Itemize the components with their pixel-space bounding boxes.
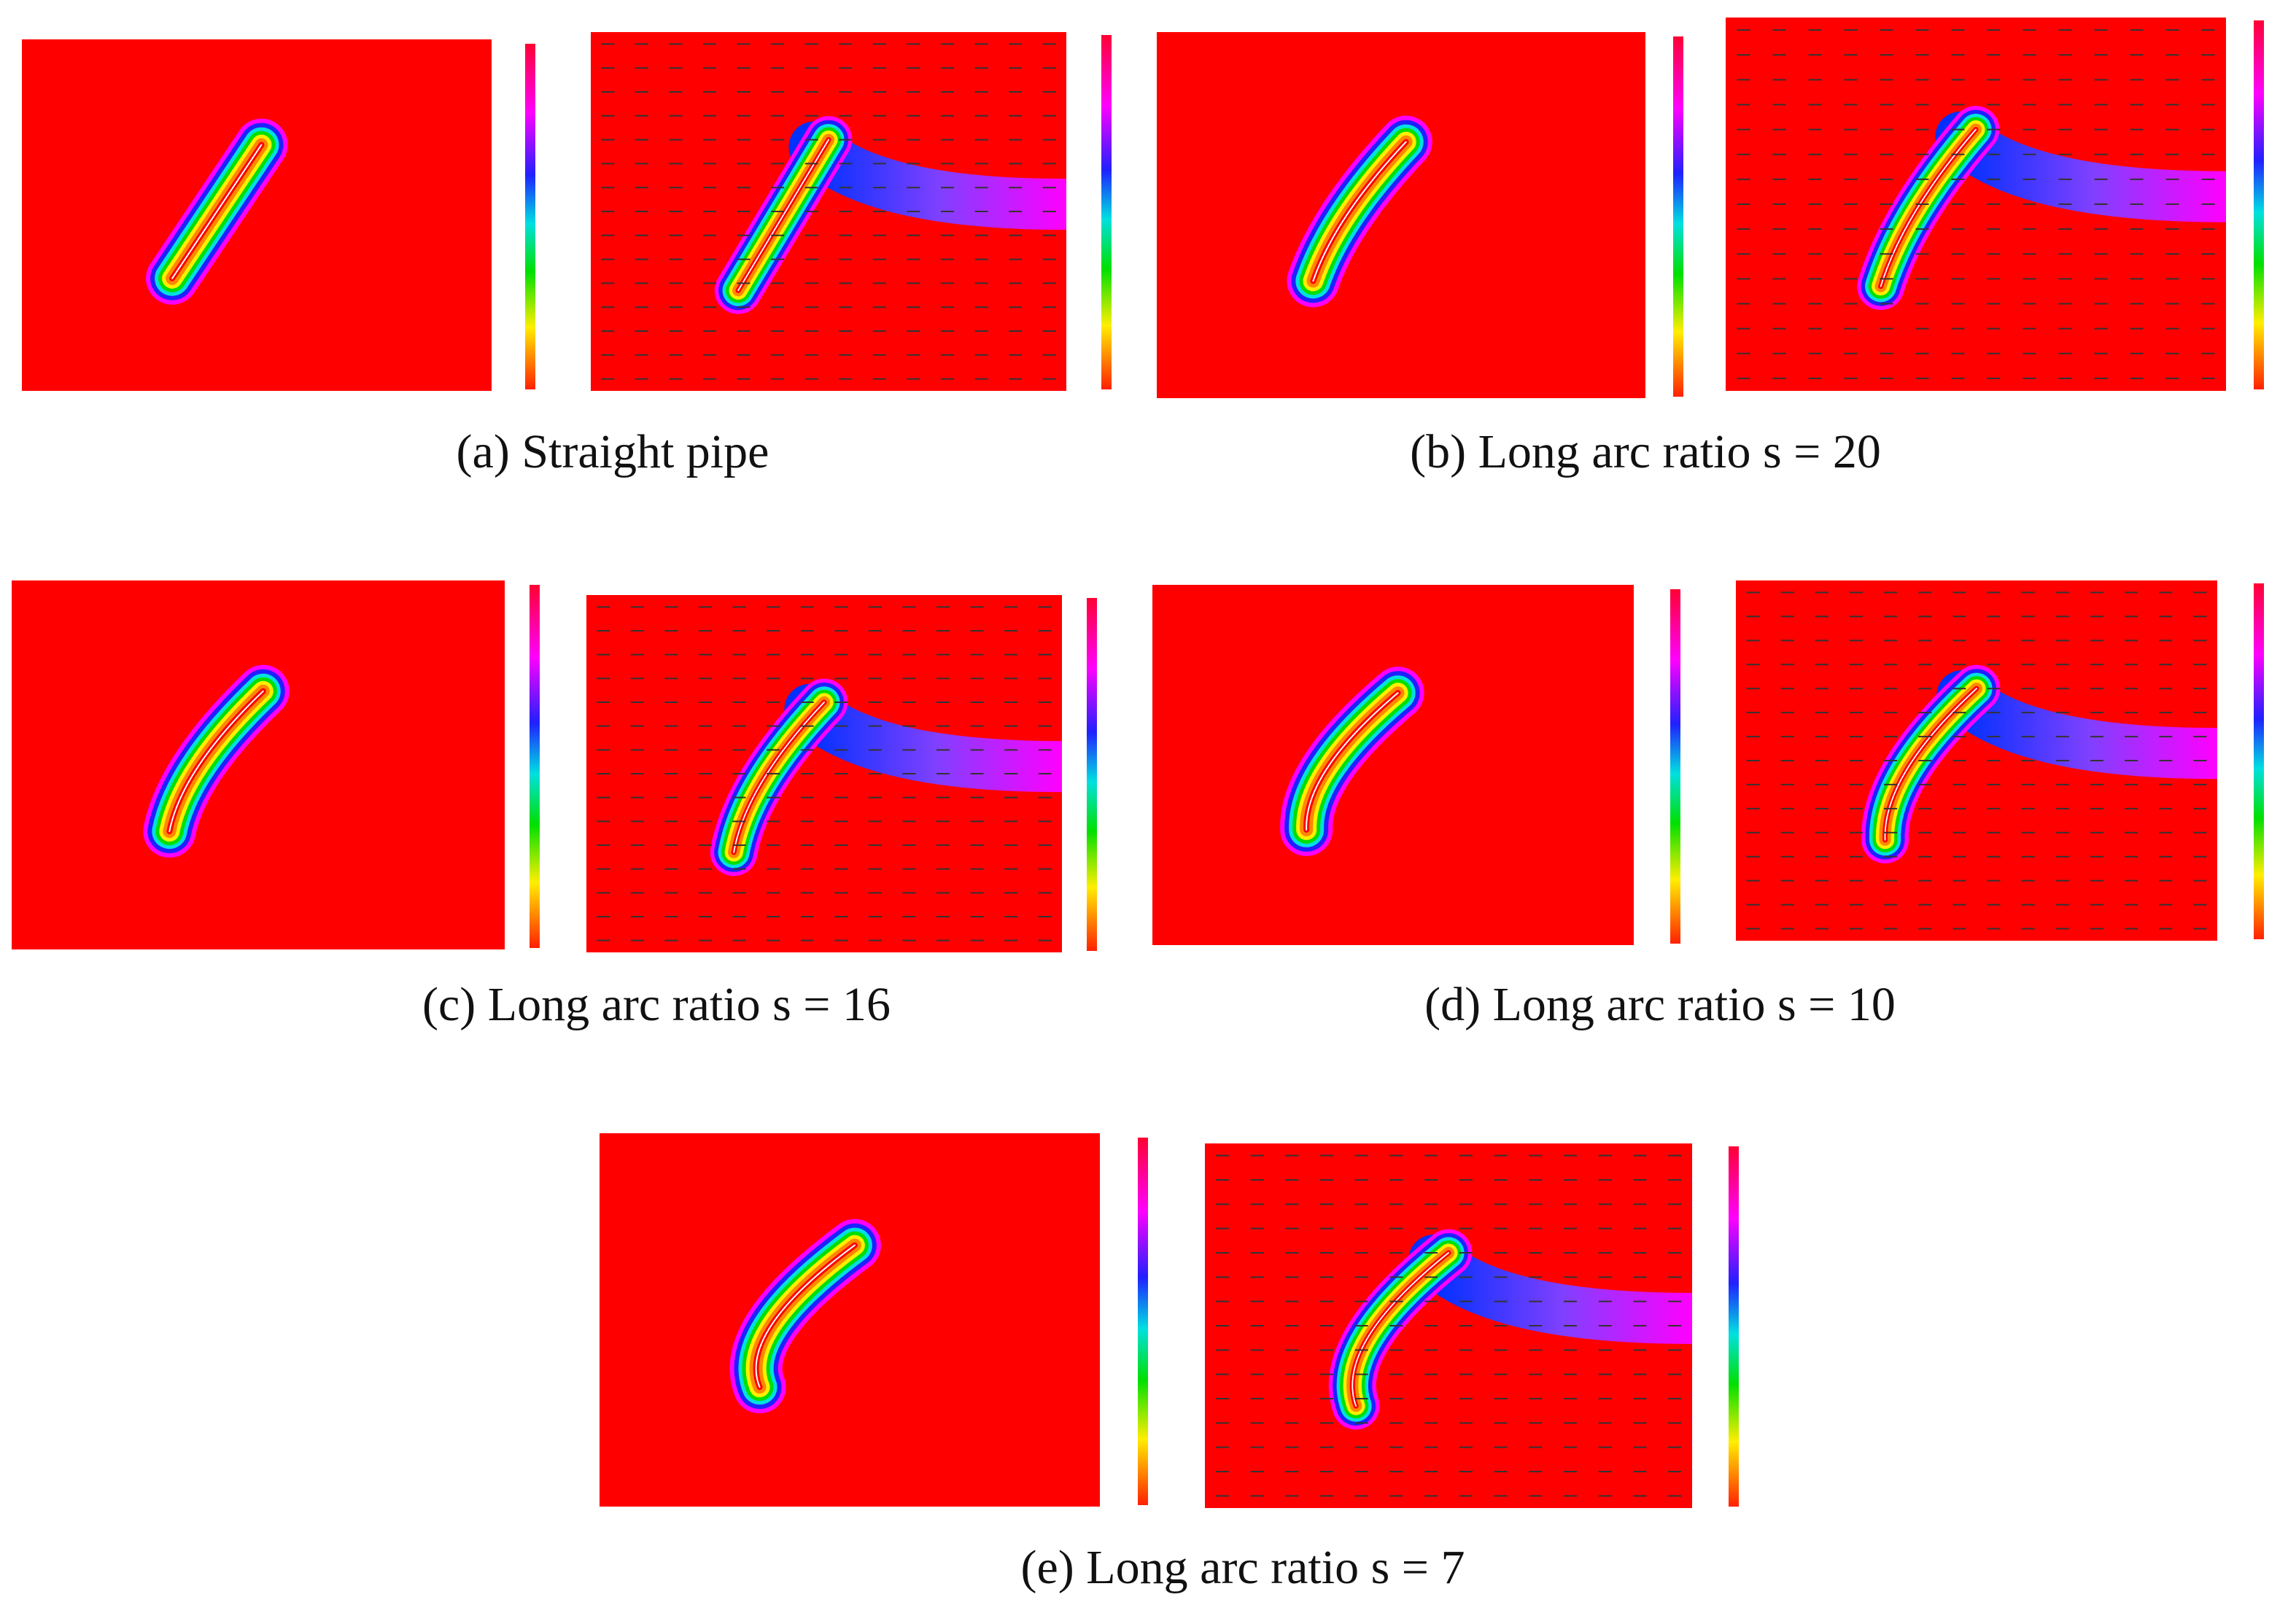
panel-label: (c) [422, 978, 476, 1031]
colorbar [530, 585, 540, 948]
field [1736, 580, 2217, 941]
contour [1880, 128, 1977, 287]
contour [168, 690, 264, 833]
contour [1306, 692, 1399, 831]
field [586, 595, 1062, 952]
colorbar [1087, 598, 1097, 951]
contour [1312, 141, 1407, 282]
field [1152, 585, 1634, 945]
caption: (c) Long arc ratio s = 16 [422, 978, 891, 1031]
contour [733, 702, 825, 853]
contour [1352, 1252, 1449, 1407]
contour [1884, 688, 1977, 841]
colorbar [1673, 36, 1683, 397]
panel-label: (d) [1424, 978, 1481, 1031]
panel-label: (b) [1410, 425, 1466, 478]
colorbar [1670, 589, 1680, 944]
domain [600, 1133, 1100, 1507]
field [12, 580, 505, 949]
colorbar [1138, 1138, 1148, 1505]
panel: (a) Straight pipe [22, 32, 1112, 478]
field [22, 39, 492, 391]
contour [171, 144, 263, 279]
domain [12, 580, 505, 949]
panel: (b) Long arc ratio s = 20 [1157, 18, 2264, 478]
caption-text: Long arc ratio s = 7 [1086, 1541, 1465, 1594]
colorbar [2254, 583, 2264, 939]
field [600, 1133, 1100, 1507]
panel-label: (a) [457, 425, 510, 478]
contour [737, 139, 829, 292]
domain [1152, 585, 1634, 945]
colorbar [1729, 1146, 1739, 1507]
field [591, 32, 1066, 391]
caption-text: Long arc ratio s = 10 [1493, 978, 1896, 1031]
colorbar [525, 44, 535, 389]
colorbar [2254, 20, 2264, 389]
caption-text: Straight pipe [521, 425, 769, 478]
contour [755, 1244, 856, 1388]
caption: (d) Long arc ratio s = 10 [1424, 978, 1896, 1031]
field [1726, 18, 2226, 391]
panel-label: (e) [1021, 1541, 1074, 1594]
panel: (d) Long arc ratio s = 10 [1152, 580, 2264, 1031]
field [1205, 1143, 1692, 1508]
domain [22, 39, 492, 391]
caption-text: Long arc ratio s = 16 [488, 978, 891, 1031]
caption: (b) Long arc ratio s = 20 [1410, 425, 1881, 478]
caption: (a) Straight pipe [457, 425, 769, 478]
colorbar [1101, 35, 1112, 389]
panel: (c) Long arc ratio s = 16 [12, 580, 1097, 1031]
caption: (e) Long arc ratio s = 7 [1021, 1541, 1465, 1594]
caption-text: Long arc ratio s = 20 [1478, 425, 1881, 478]
field [1157, 32, 1645, 398]
panel: (e) Long arc ratio s = 7 [600, 1133, 1739, 1594]
domain [1157, 32, 1645, 398]
